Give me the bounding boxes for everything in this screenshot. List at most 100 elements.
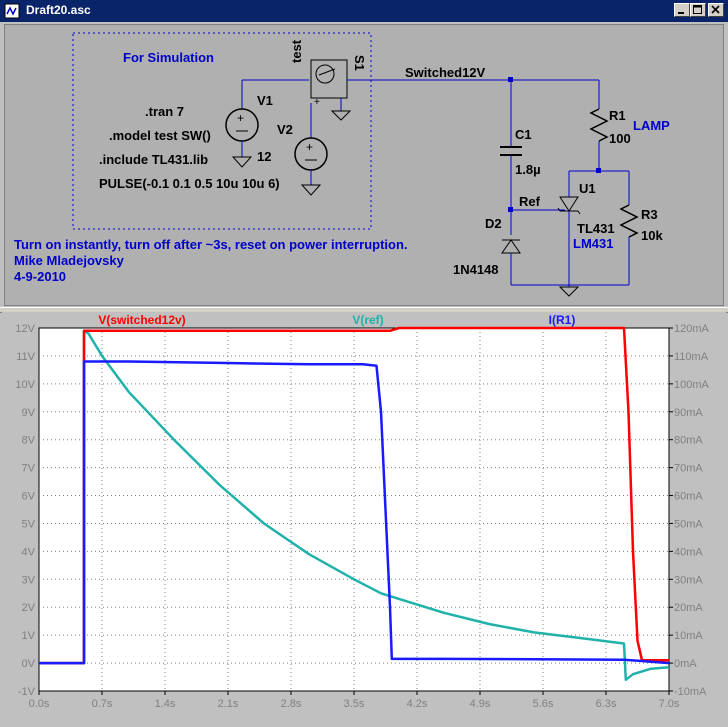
y-right-tick-label: 40mA	[674, 546, 703, 558]
svg-text:+: +	[314, 97, 320, 108]
legend-v-switched12v[interactable]: V(switched12v)	[98, 313, 185, 327]
waveform-pane[interactable]: 12V 11V 10V 9V 8V 7V 6V 5V 4V 3V 2V 1V 0V -1V 120mA 11…	[2, 312, 726, 722]
legend-v-ref[interactable]: V(ref)	[352, 313, 383, 327]
s1-name: S1	[352, 55, 367, 71]
r1-name: R1	[609, 108, 626, 123]
y-right-tick-label: 70mA	[674, 463, 703, 475]
u1-shunt-regulator[interactable]	[557, 171, 581, 297]
sim-box-label: For Simulation	[123, 50, 214, 65]
directive-model[interactable]: .model test SW()	[109, 128, 211, 143]
net-node	[508, 77, 513, 82]
schematic-canvas[interactable]: For Simulation .tran 7 .model test SW() …	[5, 25, 725, 307]
trace-i-r1[interactable]	[39, 360, 670, 665]
net-switched12v-label[interactable]: Switched12V	[405, 65, 486, 80]
window-titlebar[interactable]: Draft20.asc	[0, 0, 728, 22]
directive-tran[interactable]: .tran 7	[145, 104, 184, 119]
c1-value: 1.8µ	[515, 162, 541, 177]
r1-resistor[interactable]	[569, 80, 629, 173]
svg-text:+: +	[306, 140, 313, 154]
y-right-tick-label: 100mA	[674, 379, 710, 391]
y-left-tick-label: 12V	[15, 323, 35, 335]
date-text[interactable]: 4-9-2010	[14, 269, 66, 284]
y-left-tick-label: -1V	[18, 686, 36, 698]
v1-source[interactable]: +	[225, 79, 309, 168]
trace-v-ref[interactable]	[39, 329, 670, 682]
y-right-tick-label: 120mA	[674, 323, 710, 335]
r1-note: LAMP	[633, 118, 670, 133]
y-left-tick-label: 7V	[22, 463, 36, 475]
legend-i-r1[interactable]: I(R1)	[549, 313, 576, 327]
v1-value: 12	[257, 149, 271, 164]
y-right-tick-label: 80mA	[674, 435, 703, 447]
u1-alt: LM431	[573, 236, 613, 251]
c1-name: C1	[515, 127, 532, 142]
maximize-icon	[693, 5, 702, 14]
r3-name: R3	[641, 207, 658, 222]
d2-name: D2	[485, 216, 502, 231]
comment-text[interactable]: Turn on instantly, turn off after ~3s, r…	[14, 237, 408, 252]
y-right-tick-label: 60mA	[674, 491, 703, 503]
c1-capacitor[interactable]	[500, 80, 522, 235]
close-button[interactable]	[708, 3, 724, 17]
traces	[39, 326, 670, 682]
net-ref-label[interactable]: Ref	[519, 194, 541, 209]
y-left-tick-label: 11V	[16, 351, 35, 363]
directive-include[interactable]: .include TL431.lib	[99, 152, 208, 167]
waveform-plot[interactable]: 12V 11V 10V 9V 8V 7V 6V 5V 4V 3V 2V 1V 0V -1V 120mA 11…	[2, 312, 726, 722]
y-right-tick-label: 10mA	[674, 630, 703, 642]
author-text[interactable]: Mike Mladejovsky	[14, 253, 125, 268]
svg-text:+: +	[237, 111, 244, 125]
x-tick-label: 0.0s	[29, 698, 50, 710]
y-right-tick-label: 50mA	[674, 518, 703, 530]
x-tick-label: 2.8s	[281, 698, 302, 710]
x-tick-label: 6.3s	[596, 698, 617, 710]
trace-v-switched12v[interactable]	[39, 326, 669, 665]
x-tick-label: 0.7s	[92, 698, 113, 710]
s1-model: test	[289, 39, 304, 63]
d2-diode[interactable]	[501, 239, 629, 286]
s1-switch[interactable]: +	[310, 59, 511, 121]
close-icon	[711, 5, 720, 14]
y-right-tick-label: -10mA	[674, 686, 707, 698]
r1-value: 100	[609, 131, 631, 146]
window-title: Draft20.asc	[26, 3, 91, 17]
y-right-tick-label: 0mA	[674, 658, 697, 670]
v2-name: V2	[277, 122, 293, 137]
minimize-icon	[678, 12, 684, 14]
u1-name: U1	[579, 181, 596, 196]
y-left-tick-label: 3V	[22, 574, 36, 586]
plot-grid	[39, 328, 669, 691]
y-left-tick-label: 4V	[22, 546, 36, 558]
app-icon	[4, 3, 20, 19]
y-right-tick-label: 90mA	[674, 407, 703, 419]
maximize-button[interactable]	[690, 3, 706, 17]
left-axis-ticks: 12V 11V 10V 9V 8V 7V 6V 5V 4V 3V 2V 1V 0V -1V	[15, 323, 35, 698]
x-tick-label: 5.6s	[533, 698, 554, 710]
v2-source[interactable]: +	[294, 103, 328, 196]
simulation-box	[72, 32, 372, 230]
u1-part: TL431	[577, 221, 615, 236]
directive-pulse[interactable]: PULSE(-0.1 0.1 0.5 10u 10u 6)	[99, 176, 280, 191]
x-tick-label: 1.4s	[155, 698, 176, 710]
minimize-button[interactable]	[674, 3, 690, 17]
x-tick-label: 4.9s	[470, 698, 491, 710]
x-tick-label: 2.1s	[218, 698, 239, 710]
y-left-tick-label: 0V	[22, 658, 36, 670]
x-axis-ticks: 0.0s 0.7s 1.4s 2.1s 2.8s 3.5s 4.2s 4.9s 5.6s 6.3s…	[29, 691, 680, 710]
y-left-tick-label: 10V	[15, 379, 35, 391]
x-tick-label: 3.5s	[344, 698, 365, 710]
x-tick-label: 4.2s	[407, 698, 428, 710]
v1-name: V1	[257, 93, 273, 108]
trace-legend[interactable]: V(switched12v) V(ref) I(R1)	[98, 313, 575, 327]
y-right-tick-label: 110mA	[674, 351, 709, 363]
y-left-tick-label: 1V	[22, 630, 36, 642]
y-left-tick-label: 6V	[22, 491, 36, 503]
x-tick-label: 7.0s	[659, 698, 680, 710]
r3-resistor[interactable]	[619, 171, 639, 285]
y-right-tick-label: 20mA	[674, 602, 703, 614]
right-axis-ticks: 120mA 110mA 100mA 90mA 80mA 70mA 60mA 50mA 40mA 3…	[669, 323, 710, 698]
d2-part: 1N4148	[453, 262, 499, 277]
schematic-pane[interactable]: For Simulation .tran 7 .model test SW() …	[4, 24, 724, 306]
y-left-tick-label: 5V	[22, 518, 36, 530]
y-left-tick-label: 2V	[22, 602, 36, 614]
